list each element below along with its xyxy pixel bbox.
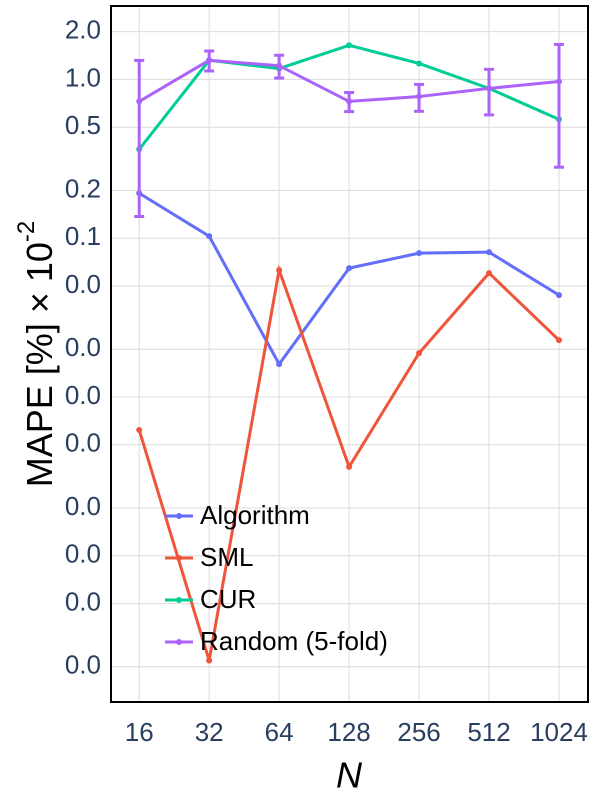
y-tick-label: 0.0 — [65, 332, 101, 362]
legend-marker — [176, 639, 182, 645]
y-tick-label: 0.1 — [65, 221, 101, 251]
x-tick-label: 128 — [327, 717, 370, 747]
point — [206, 657, 213, 664]
point — [416, 350, 423, 357]
x-tick-label: 1024 — [530, 717, 588, 747]
y-axis-label: MAPE [%] × 10-2 — [13, 221, 59, 487]
point — [136, 98, 143, 105]
x-tick-label: 16 — [125, 717, 154, 747]
point — [555, 292, 562, 299]
legend-label: SML — [200, 542, 253, 572]
y-axis-label-exponent: -2 — [13, 221, 40, 242]
error-bar — [484, 67, 495, 117]
legend-label: Algorithm — [200, 500, 310, 530]
point — [136, 426, 143, 433]
point — [276, 62, 283, 69]
y-tick-label: 0.0 — [65, 269, 101, 299]
point — [276, 361, 283, 368]
x-axis-label: N — [336, 755, 363, 796]
error-bar — [553, 42, 564, 169]
legend-label: Random (5-fold) — [200, 626, 388, 656]
point — [206, 233, 213, 240]
y-tick-label: 0.2 — [65, 173, 101, 203]
x-tick-label: 32 — [195, 717, 224, 747]
point — [346, 265, 353, 272]
point — [206, 57, 213, 64]
point — [346, 463, 353, 470]
point — [555, 78, 562, 85]
y-tick-label: 0.0 — [65, 586, 101, 616]
x-tick-label: 512 — [467, 717, 510, 747]
y-tick-label: 0.0 — [65, 650, 101, 680]
point — [346, 98, 353, 105]
point — [416, 60, 423, 67]
y-tick-label: 0.0 — [65, 491, 101, 521]
legend-marker — [176, 597, 182, 603]
point — [346, 42, 353, 49]
y-axis-label-text: MAPE [%] × 10 — [19, 242, 60, 487]
legend-label: CUR — [200, 584, 256, 614]
point — [555, 337, 562, 344]
point — [276, 267, 283, 274]
point — [486, 85, 493, 92]
point — [486, 249, 493, 256]
point — [416, 250, 423, 257]
y-tick-label: 0.0 — [65, 380, 101, 410]
x-tick-label: 64 — [265, 717, 294, 747]
x-tick-label: 256 — [397, 717, 440, 747]
legend-marker — [176, 555, 182, 561]
point — [416, 93, 423, 100]
legend-marker — [176, 513, 182, 519]
y-tick-label: 1.0 — [65, 62, 101, 92]
y-tick-label: 0.5 — [65, 110, 101, 140]
y-tick-label: 2.0 — [65, 14, 101, 44]
error-bar — [134, 58, 145, 219]
y-tick-label: 0.0 — [65, 428, 101, 458]
point — [486, 270, 493, 277]
y-tick-label: 0.0 — [65, 539, 101, 569]
plot-frame — [110, 5, 589, 703]
